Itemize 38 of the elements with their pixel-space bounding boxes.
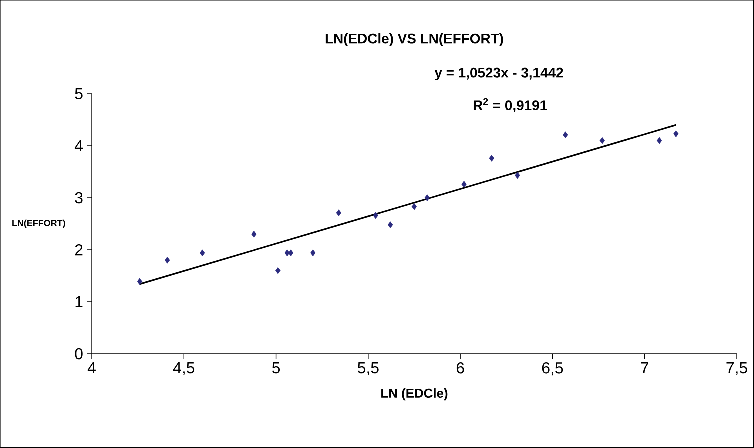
point — [515, 172, 520, 180]
x-tick-label: 7 — [641, 362, 648, 374]
point — [563, 132, 568, 138]
point — [424, 194, 430, 202]
point — [388, 222, 394, 228]
x-tick-label: 4 — [88, 362, 96, 374]
x-tick-label: 7,5 — [726, 362, 748, 376]
point — [164, 257, 170, 264]
point — [137, 278, 143, 286]
x-axis-title: LN (EDCle) — [382, 388, 448, 401]
point — [252, 231, 257, 238]
point — [462, 181, 467, 188]
point — [373, 212, 378, 220]
y-tick-label: 5 — [75, 88, 83, 100]
point — [336, 210, 342, 216]
point — [412, 203, 418, 210]
point — [310, 250, 316, 257]
annotation: R$^{2}$ = 0,9191 — [474, 98, 548, 113]
point — [200, 250, 206, 257]
x-tick-label: 6 — [456, 362, 464, 374]
x-tick-label: 5,5 — [358, 362, 379, 376]
y-tick-label: 1 — [76, 296, 83, 308]
point — [674, 130, 679, 138]
y-tick-label: 2 — [75, 244, 83, 256]
point — [276, 267, 281, 274]
y-tick-label: 4 — [74, 140, 84, 152]
y-tick-label: 3 — [75, 192, 83, 204]
text: y = 1,0523x - 3,1442 — [434, 68, 564, 81]
x-tick-label: 6,5 — [542, 362, 564, 376]
y-tick-label: 0 — [75, 348, 83, 360]
chart-title: LN(EDCle) VS LN(EFFORT) — [326, 34, 504, 46]
x-tick-label: 4,5 — [173, 362, 195, 376]
point — [489, 155, 495, 162]
y-axis-title: LN(EFFORT) — [12, 220, 66, 228]
point — [657, 137, 662, 144]
point — [600, 137, 606, 144]
x-tick-label: 5 — [272, 362, 280, 374]
point — [288, 250, 294, 257]
